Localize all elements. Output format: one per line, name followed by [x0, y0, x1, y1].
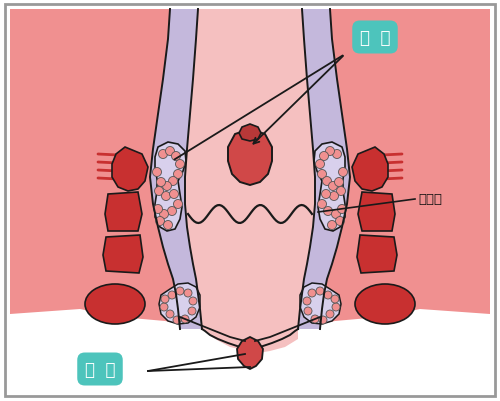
Circle shape	[166, 147, 174, 156]
Circle shape	[311, 315, 319, 323]
Circle shape	[160, 210, 168, 219]
Circle shape	[162, 182, 172, 191]
Circle shape	[318, 170, 326, 179]
Circle shape	[168, 177, 177, 186]
Circle shape	[181, 315, 189, 323]
Polygon shape	[357, 235, 397, 273]
Polygon shape	[10, 10, 490, 339]
Polygon shape	[358, 192, 395, 231]
Circle shape	[332, 150, 342, 159]
Circle shape	[164, 221, 172, 230]
Circle shape	[322, 190, 330, 199]
Polygon shape	[155, 143, 186, 231]
Polygon shape	[159, 283, 200, 324]
Circle shape	[174, 200, 182, 209]
Polygon shape	[150, 10, 202, 329]
Circle shape	[184, 289, 192, 297]
Circle shape	[336, 217, 344, 226]
Circle shape	[318, 200, 326, 209]
Circle shape	[170, 190, 178, 199]
Circle shape	[174, 170, 182, 179]
Circle shape	[304, 307, 312, 315]
Polygon shape	[239, 125, 261, 142]
Circle shape	[161, 295, 169, 303]
Circle shape	[316, 160, 324, 169]
Ellipse shape	[355, 284, 415, 324]
Circle shape	[308, 289, 316, 297]
Polygon shape	[112, 148, 148, 192]
Circle shape	[326, 147, 334, 156]
Circle shape	[303, 297, 311, 305]
Circle shape	[331, 295, 339, 303]
Circle shape	[320, 152, 328, 161]
Polygon shape	[228, 130, 272, 186]
Polygon shape	[237, 337, 263, 369]
Text: 外  痔: 外 痔	[85, 360, 116, 378]
Ellipse shape	[85, 284, 145, 324]
Circle shape	[324, 207, 332, 216]
Circle shape	[156, 178, 166, 187]
Circle shape	[166, 310, 174, 318]
Circle shape	[188, 307, 196, 315]
Circle shape	[324, 291, 332, 299]
Text: 内  痔: 内 痔	[360, 29, 390, 47]
Circle shape	[173, 316, 181, 324]
Circle shape	[328, 182, 338, 191]
Polygon shape	[298, 10, 350, 329]
Circle shape	[160, 303, 168, 311]
Circle shape	[176, 287, 184, 295]
Circle shape	[338, 168, 347, 177]
Circle shape	[319, 316, 327, 324]
Circle shape	[158, 150, 168, 159]
Circle shape	[154, 187, 164, 196]
Circle shape	[176, 160, 184, 169]
Circle shape	[330, 192, 338, 201]
Circle shape	[328, 221, 336, 230]
Circle shape	[168, 291, 176, 299]
Circle shape	[322, 177, 332, 186]
Circle shape	[316, 287, 324, 295]
Circle shape	[189, 297, 197, 305]
Circle shape	[326, 310, 334, 318]
Text: 齿状线: 齿状线	[418, 193, 442, 206]
Polygon shape	[10, 329, 490, 401]
Circle shape	[338, 205, 346, 214]
Circle shape	[332, 303, 340, 311]
Circle shape	[336, 187, 345, 196]
Circle shape	[156, 217, 164, 226]
Polygon shape	[314, 143, 345, 231]
Circle shape	[162, 192, 170, 201]
Circle shape	[152, 168, 162, 177]
Polygon shape	[105, 192, 142, 231]
Polygon shape	[300, 283, 341, 324]
Circle shape	[172, 152, 180, 161]
Circle shape	[154, 205, 162, 214]
Circle shape	[334, 178, 344, 187]
Polygon shape	[185, 10, 315, 354]
Polygon shape	[352, 148, 388, 192]
Circle shape	[168, 207, 176, 216]
Polygon shape	[103, 235, 143, 273]
Circle shape	[332, 210, 340, 219]
